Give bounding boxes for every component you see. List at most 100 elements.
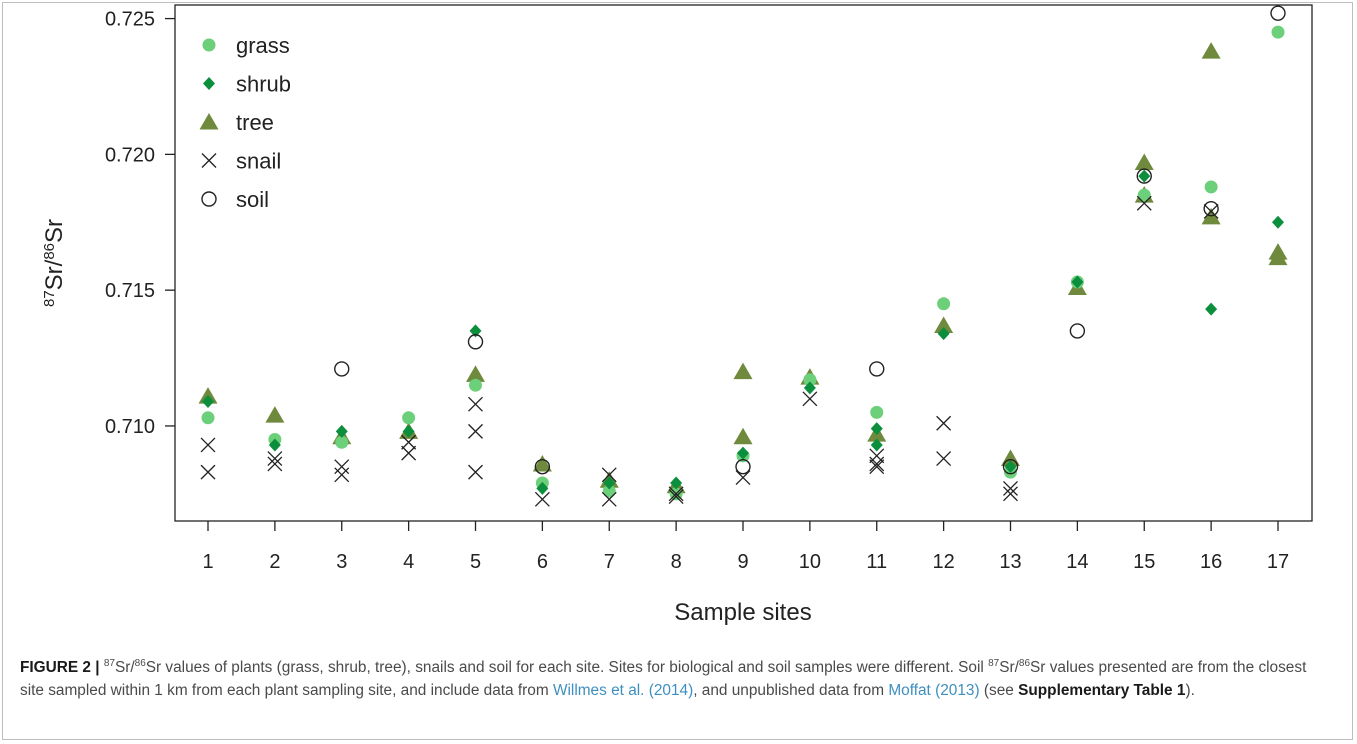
caption-sup-87a: 87: [103, 657, 115, 669]
caption-sup-86b: 86: [1018, 657, 1031, 669]
point-shrub: [1004, 460, 1017, 474]
point-snail: [468, 396, 483, 412]
citation-link-moffat[interactable]: Moffat (2013): [888, 682, 980, 699]
point-soil: [467, 334, 484, 350]
point-snail: [468, 464, 483, 480]
x-tick-label: 1: [202, 551, 213, 573]
point-soil: [534, 458, 551, 475]
caption-text-6: (see: [979, 682, 1019, 699]
y-axis-title-part2: Sr: [41, 219, 68, 243]
point-tree: [265, 406, 285, 423]
x-tick-label: 5: [470, 551, 481, 573]
point-snail: [668, 489, 684, 505]
point-shrub: [202, 395, 214, 409]
y-tick-label: 0.725: [105, 9, 155, 31]
point-snail: [601, 491, 617, 507]
point-soil: [869, 361, 885, 377]
point-soil: [735, 458, 751, 475]
point-shrub: [335, 424, 348, 438]
legend-marker-snail: [201, 153, 217, 168]
point-grass: [803, 373, 817, 387]
point-grass: [1137, 188, 1151, 202]
point-snail: [869, 459, 885, 475]
point-shrub: [803, 381, 816, 395]
figure-label: FIGURE 2 |: [20, 659, 100, 676]
point-snail: [200, 464, 216, 480]
x-tick-label: 15: [1133, 551, 1155, 573]
point-shrub: [870, 422, 883, 436]
point-grass: [937, 297, 951, 311]
point-shrub: [536, 481, 549, 495]
point-shrub: [937, 327, 950, 341]
point-tree: [1134, 153, 1154, 171]
point-snail: [401, 445, 417, 461]
x-tick-label: 4: [403, 551, 414, 573]
x-tick-label: 3: [336, 551, 347, 573]
point-shrub: [1138, 169, 1151, 183]
y-tick-label: 0.710: [105, 416, 155, 438]
caption-text-2: Sr values of plants (grass, shrub, tree)…: [145, 659, 989, 676]
point-snail: [869, 456, 885, 472]
point-snail: [200, 437, 216, 453]
legend-label-grass: grass: [236, 33, 290, 58]
x-tick-label: 12: [933, 551, 955, 573]
point-shrub: [402, 424, 415, 438]
x-tick-label: 2: [269, 551, 280, 573]
point-snail: [802, 391, 818, 407]
x-tick-label: 7: [604, 551, 615, 573]
point-grass: [602, 484, 616, 498]
y-tick-label: 0.715: [105, 280, 155, 302]
point-soil: [1069, 323, 1086, 339]
point-tree: [532, 454, 552, 472]
supplementary-table-link[interactable]: Supplementary Table 1: [1018, 682, 1186, 699]
point-snail: [936, 415, 952, 431]
point-shrub: [737, 446, 749, 460]
x-tick-label: 14: [1066, 551, 1088, 573]
x-tick-label: 9: [737, 551, 748, 573]
point-snail: [267, 456, 283, 472]
legend-label-tree: tree: [236, 110, 274, 135]
y-axis-title-sup-87: 87: [41, 290, 58, 307]
x-tick-label: 8: [671, 551, 682, 573]
citation-link-willmes[interactable]: Willmes et al. (2014): [552, 682, 694, 699]
x-tick-label: 10: [799, 551, 821, 573]
legend-marker-grass: [202, 38, 216, 52]
point-shrub: [469, 324, 482, 338]
point-snail: [534, 491, 550, 507]
point-snail: [936, 451, 952, 466]
point-snail: [401, 434, 417, 450]
data-points: [198, 5, 1288, 507]
point-snail: [1203, 203, 1219, 219]
caption-text-1: Sr/: [114, 659, 135, 676]
point-shrub: [1071, 275, 1084, 289]
point-soil: [1136, 168, 1152, 184]
figure-caption: FIGURE 2 | 87Sr/86Sr values of plants (g…: [20, 656, 1325, 702]
point-snail: [334, 459, 350, 475]
x-tick-label: 11: [866, 551, 887, 573]
point-snail: [668, 486, 684, 502]
legend-marker-shrub: [203, 77, 215, 90]
point-snail: [334, 467, 350, 483]
point-soil: [1203, 200, 1219, 217]
x-tick-label: 16: [1200, 551, 1222, 573]
y-axis: 0.710 0.715 0.720 0.725: [105, 9, 175, 438]
point-grass: [402, 411, 416, 425]
legend-marker-tree: [199, 113, 219, 130]
point-grass: [201, 411, 215, 425]
caption-sup-86a: 86: [134, 657, 146, 669]
legend-marker-soil: [201, 191, 217, 207]
point-tree: [934, 316, 954, 333]
point-shrub: [870, 438, 883, 452]
point-snail: [267, 451, 283, 466]
point-shrub: [670, 476, 683, 490]
point-grass: [1271, 25, 1285, 39]
point-shrub: [268, 438, 281, 452]
x-axis-title: Sample sites: [674, 599, 811, 626]
point-snail: [1003, 486, 1018, 502]
point-snail: [468, 423, 483, 439]
y-tick-label: 0.720: [105, 144, 155, 166]
caption-text-4: Sr values presented are from the closest…: [20, 659, 1307, 699]
x-tick-label: 17: [1267, 551, 1289, 573]
